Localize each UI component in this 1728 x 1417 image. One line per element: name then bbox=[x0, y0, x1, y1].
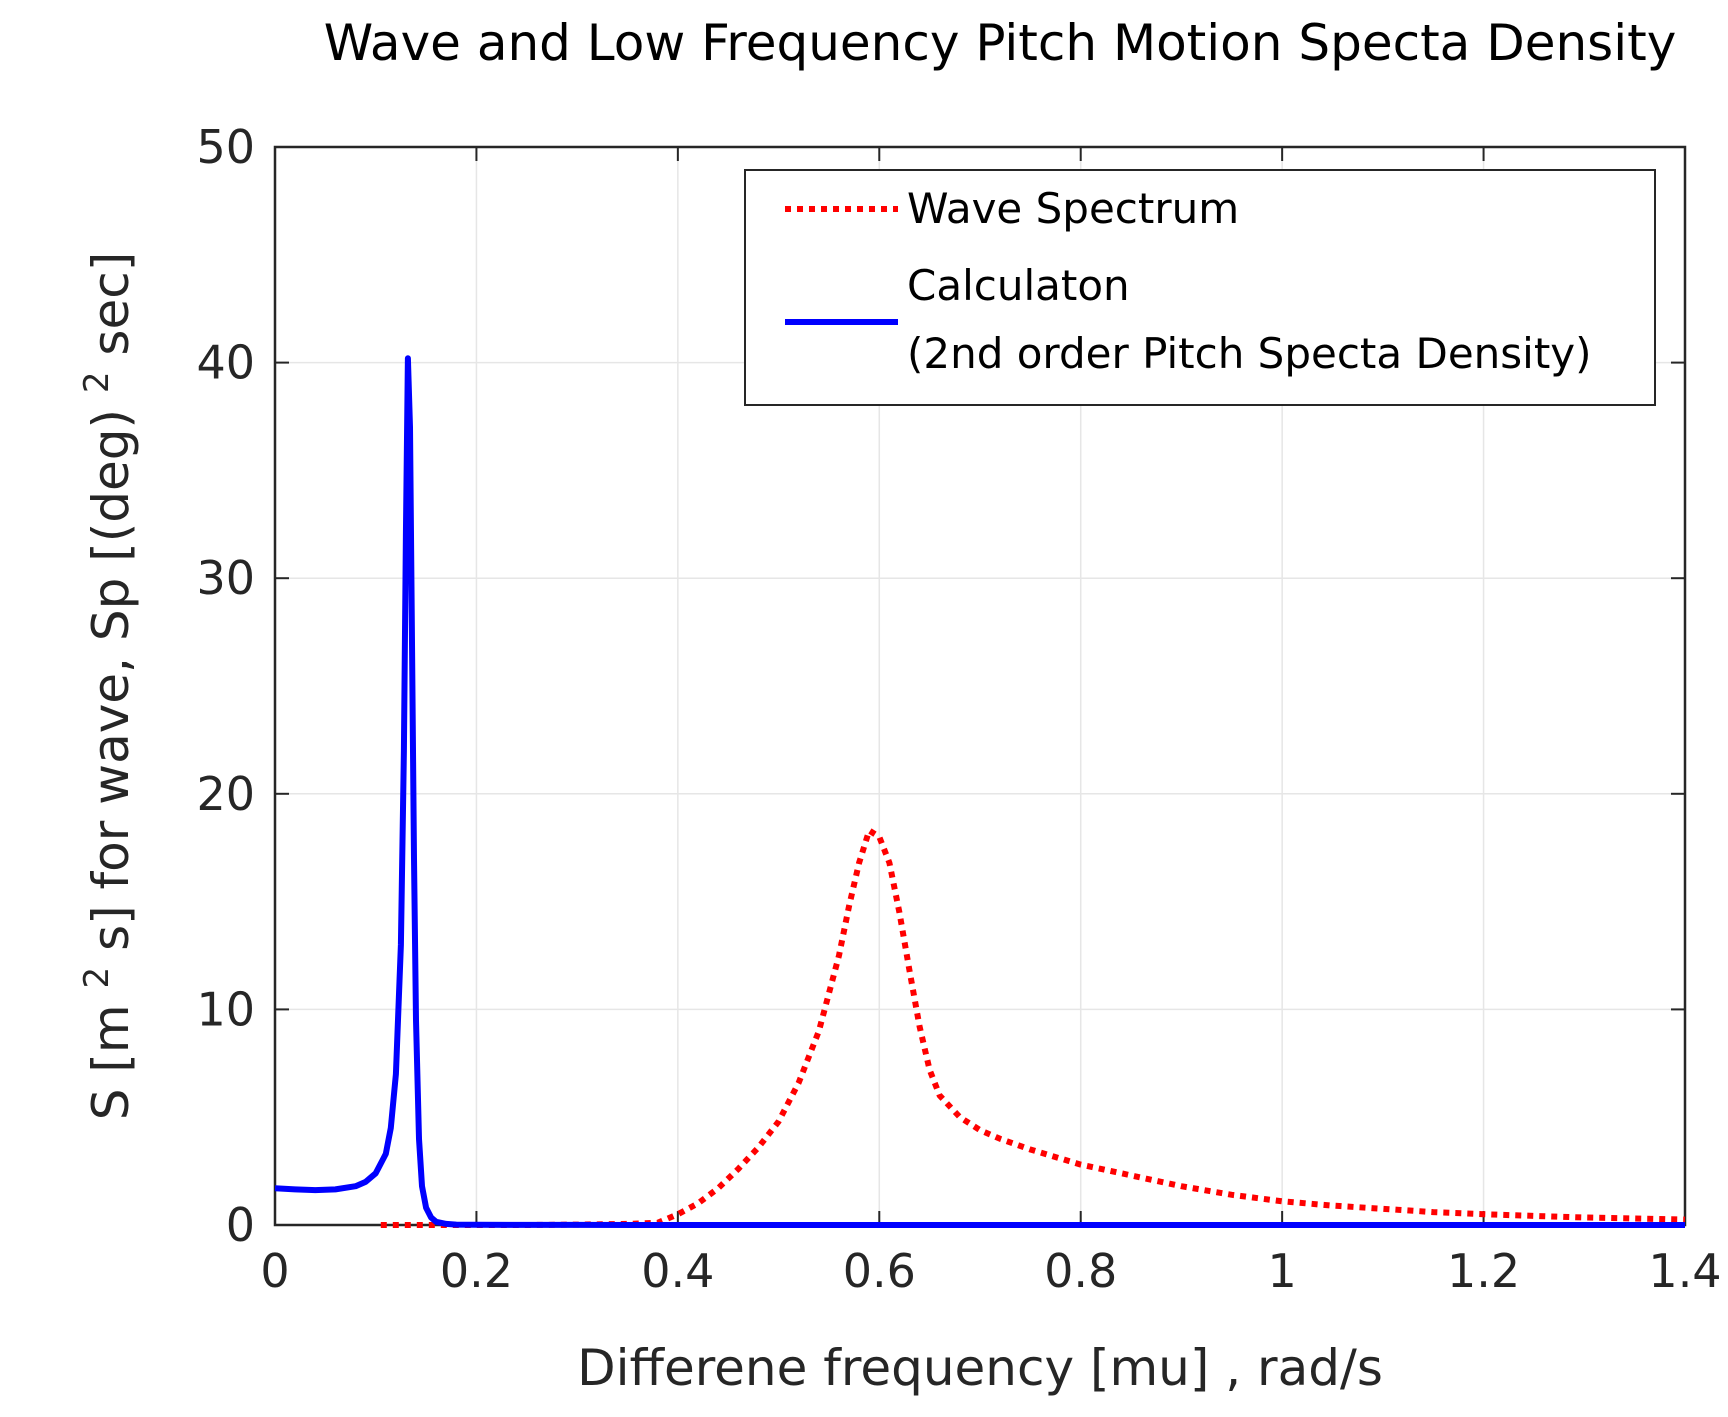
series-line-calculation bbox=[274, 355, 1685, 1228]
y-tick-label: 0 bbox=[226, 1198, 255, 1252]
y-axis-label-part: S [m bbox=[82, 1004, 140, 1120]
y-axis-label-part: sec] bbox=[82, 252, 140, 356]
legend-label-calculation-detail: (2nd order Pitch Specta Density) bbox=[907, 329, 1592, 378]
x-tick-labels: 0 0.2 0.4 0.6 0.8 1 1.2 1.4 bbox=[260, 1244, 1721, 1298]
y-axis-label: S [m 2 s] for wave, Sp [(deg) 2 sec] bbox=[62, 252, 140, 1120]
legend-label-calculation: Calculaton bbox=[907, 261, 1130, 310]
y-tick-label: 30 bbox=[196, 551, 255, 605]
x-tick-label: 0.6 bbox=[843, 1244, 916, 1298]
y-axis-label-superscript: 2 bbox=[77, 371, 117, 393]
x-tick-label: 1 bbox=[1268, 1244, 1297, 1298]
x-axis-label: Differene frequency [mu] , rad/s bbox=[577, 1339, 1383, 1397]
x-tick-label: 0.4 bbox=[641, 1244, 714, 1298]
x-tick-label: 1.4 bbox=[1648, 1244, 1721, 1298]
y-axis-label-superscript: 2 bbox=[77, 967, 117, 989]
legend: Wave Spectrum Calculaton (2nd order Pitc… bbox=[744, 169, 1656, 406]
y-axis-label-part: s] for wave, Sp [(deg) bbox=[82, 409, 140, 951]
y-tick-label: 40 bbox=[196, 336, 255, 390]
series-layer bbox=[274, 355, 1686, 1228]
x-tick-label: 0.2 bbox=[440, 1244, 513, 1298]
x-tick-label: 0 bbox=[260, 1244, 289, 1298]
chart-title: Wave and Low Frequency Pitch Motion Spec… bbox=[324, 14, 1677, 72]
y-tick-labels: 0 10 20 30 40 50 bbox=[196, 120, 255, 1252]
legend-label-wave-spectrum: Wave Spectrum bbox=[907, 184, 1239, 233]
y-tick-label: 20 bbox=[196, 767, 255, 821]
series-line-wave-spectrum bbox=[380, 827, 1686, 1228]
x-tick-label: 1.2 bbox=[1447, 1244, 1520, 1298]
x-tick-label: 0.8 bbox=[1044, 1244, 1117, 1298]
y-tick-label: 50 bbox=[196, 120, 255, 174]
y-tick-label: 10 bbox=[196, 982, 255, 1036]
